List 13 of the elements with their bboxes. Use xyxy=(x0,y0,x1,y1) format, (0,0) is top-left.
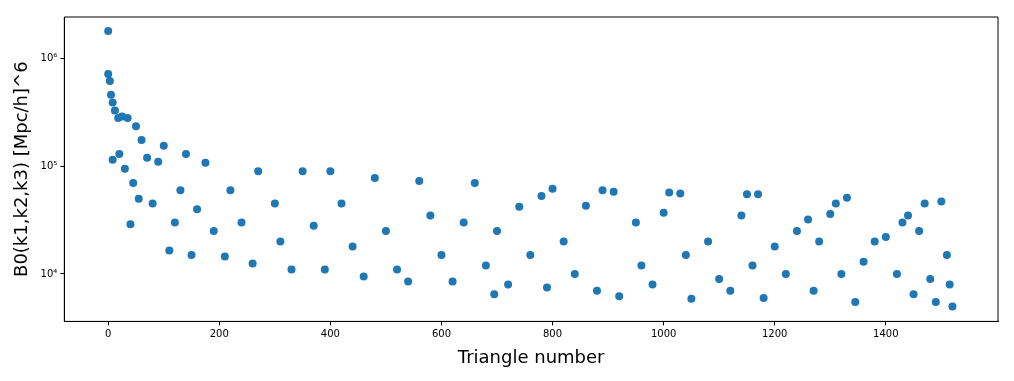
x-tick-label: 1000 xyxy=(650,327,677,339)
x-tick-label: 1400 xyxy=(873,327,899,339)
x-tick-label: 200 xyxy=(209,327,229,339)
x-axis-title: Triangle number xyxy=(456,345,606,367)
y-tick-label: 10⁵ xyxy=(40,159,58,171)
y-axis-title: B0(k1,k2,k3) [Mpc/h]^6 xyxy=(10,61,32,277)
x-tick-label: 400 xyxy=(320,327,340,339)
x-tick-label: 1200 xyxy=(761,327,788,339)
x-tick-label: 800 xyxy=(543,327,563,339)
y-tick-label: 10⁶ xyxy=(40,52,58,64)
y-tick-label: 10⁴ xyxy=(40,267,58,279)
x-tick-label: 0 xyxy=(105,327,112,339)
x-tick-label: 600 xyxy=(431,327,452,339)
